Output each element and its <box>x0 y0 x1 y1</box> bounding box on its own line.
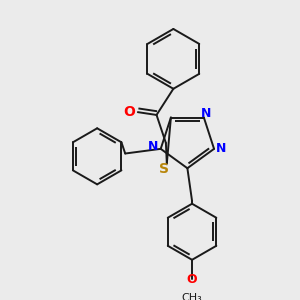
Text: O: O <box>187 273 197 286</box>
Text: S: S <box>159 162 169 176</box>
Text: N: N <box>200 107 211 120</box>
Text: CH₃: CH₃ <box>182 293 202 300</box>
Text: O: O <box>124 105 135 119</box>
Text: N: N <box>216 142 227 155</box>
Text: N: N <box>148 140 158 154</box>
